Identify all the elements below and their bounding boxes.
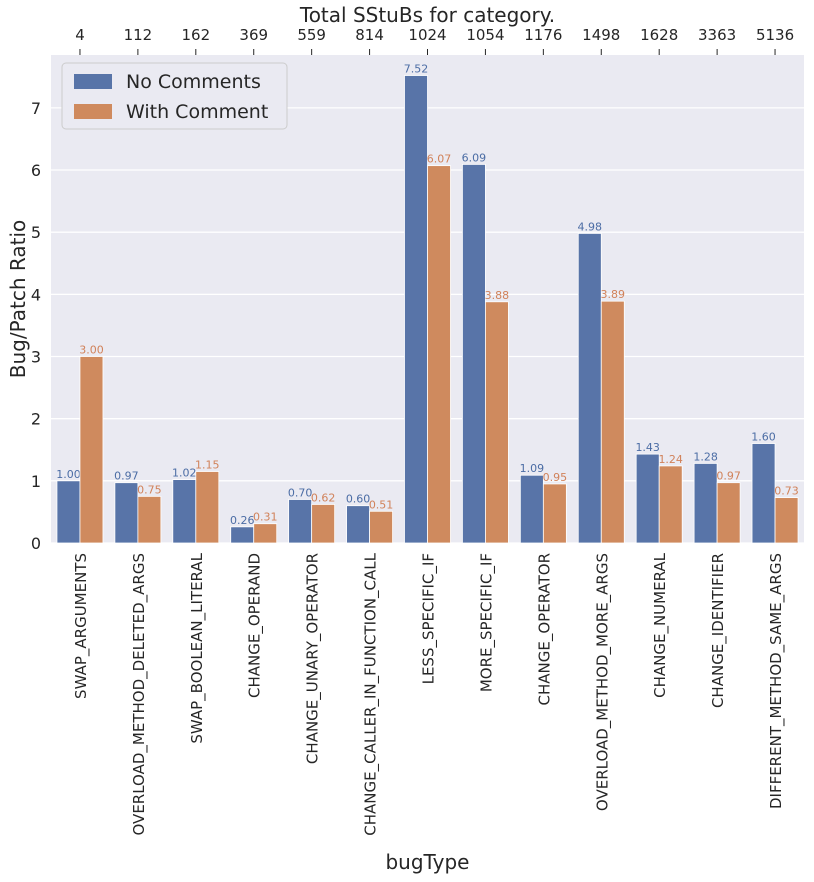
x-tick-label: SWAP_ARGUMENTS bbox=[72, 553, 91, 699]
x-tick-label: CHANGE_OPERAND bbox=[246, 553, 265, 698]
x-tick-label: OVERLOAD_METHOD_DELETED_ARGS bbox=[130, 553, 149, 835]
bar-no-comments bbox=[693, 463, 718, 544]
x-tick-label: MORE_SPECIFIC_IF bbox=[477, 553, 496, 692]
bar-with-comment bbox=[311, 504, 336, 544]
y-tick-label: 5 bbox=[31, 223, 41, 242]
y-tick-label: 3 bbox=[31, 348, 41, 367]
bar-no-comments bbox=[404, 75, 428, 544]
bar-no-comments bbox=[230, 526, 255, 544]
x-tick-label: CHANGE_CALLER_IN_FUNCTION_CALL bbox=[362, 552, 381, 835]
x-tick-label: CHANGE_IDENTIFIER bbox=[709, 553, 728, 708]
top-tick-label: 3363 bbox=[698, 26, 736, 44]
bar-with-comment bbox=[79, 356, 104, 544]
bar-no-comments bbox=[519, 474, 544, 544]
bar-value-label: 0.73 bbox=[774, 485, 799, 498]
bar-value-label: 0.97 bbox=[114, 470, 139, 483]
bar-value-label: 0.97 bbox=[716, 470, 741, 483]
top-tick-label: 162 bbox=[181, 26, 210, 44]
y-tick-label: 7 bbox=[31, 99, 41, 118]
bar-with-comment bbox=[658, 465, 683, 544]
legend-swatch bbox=[74, 74, 112, 89]
top-tick-label: 814 bbox=[355, 26, 384, 44]
x-tick-label: CHANGE_OPERATOR bbox=[535, 553, 554, 705]
y-tick-label: 4 bbox=[31, 285, 41, 304]
x-tick-label: CHANGE_UNARY_OPERATOR bbox=[304, 553, 323, 764]
top-tick-label: 1628 bbox=[640, 26, 678, 44]
bar-with-comment bbox=[485, 301, 509, 544]
legend-swatch bbox=[74, 104, 112, 119]
y-tick-label: 0 bbox=[31, 534, 41, 553]
legend-box bbox=[61, 62, 288, 130]
top-tick-label: 4 bbox=[75, 26, 85, 44]
y-axis-title: Bug/Patch Ratio bbox=[6, 220, 30, 378]
bar-with-comment bbox=[253, 523, 278, 544]
y-tick-label: 6 bbox=[31, 161, 41, 180]
bar-with-comment bbox=[137, 495, 162, 544]
bar-no-comments bbox=[751, 443, 776, 544]
bar-value-label: 1.28 bbox=[693, 450, 718, 463]
top-axis-title: Total SStuBs for category. bbox=[299, 3, 555, 27]
bar-value-label: 0.51 bbox=[369, 498, 394, 511]
legend-label: With Comment bbox=[126, 101, 268, 123]
top-tick-label: 5136 bbox=[756, 26, 794, 44]
top-tick-label: 1054 bbox=[466, 26, 504, 44]
bar-with-comment bbox=[542, 483, 567, 544]
bar-value-label: 1.00 bbox=[56, 468, 81, 481]
bar-with-comment bbox=[195, 471, 220, 544]
x-tick-label: DIFFERENT_METHOD_SAME_ARGS bbox=[767, 553, 786, 809]
top-tick-label: 1024 bbox=[408, 26, 446, 44]
bar-value-label: 1.09 bbox=[520, 462, 545, 475]
bar-value-label: 1.24 bbox=[658, 453, 683, 466]
x-axis-title: bugType bbox=[385, 850, 469, 874]
top-tick-label: 1176 bbox=[524, 26, 562, 44]
bar-with-comment bbox=[369, 510, 393, 544]
top-tick-label: 559 bbox=[297, 26, 326, 44]
bar-no-comments bbox=[172, 479, 197, 544]
bar-no-comments bbox=[346, 505, 370, 544]
bar-value-label: 0.75 bbox=[137, 483, 162, 496]
bar-value-label: 1.15 bbox=[195, 459, 220, 472]
bar-no-comments bbox=[635, 453, 660, 544]
bar-value-label: 0.95 bbox=[543, 471, 568, 484]
bar-value-label: 1.43 bbox=[635, 441, 660, 454]
y-tick-label: 1 bbox=[31, 472, 41, 491]
bar-value-label: 0.31 bbox=[253, 511, 278, 524]
bar-value-label: 1.02 bbox=[172, 467, 197, 480]
legend-label: No Comments bbox=[126, 71, 261, 93]
top-tick-label: 1498 bbox=[582, 26, 620, 44]
x-tick-label: SWAP_BOOLEAN_LITERAL bbox=[188, 552, 207, 743]
bar-no-comments bbox=[56, 480, 81, 544]
bar-no-comments bbox=[288, 499, 313, 544]
bar-value-label: 4.98 bbox=[578, 220, 603, 233]
bar-no-comments bbox=[577, 233, 602, 544]
bar-value-label: 7.52 bbox=[404, 63, 429, 76]
bar-value-label: 0.60 bbox=[346, 493, 371, 506]
bar-with-comment bbox=[774, 497, 799, 544]
bar-with-comment bbox=[716, 482, 741, 544]
x-tick-label: LESS_SPECIFIC_IF bbox=[420, 553, 439, 684]
bar-value-label: 1.60 bbox=[751, 431, 776, 444]
bar-no-comments bbox=[114, 482, 139, 544]
bar-value-label: 0.26 bbox=[230, 514, 255, 527]
bar-value-label: 3.89 bbox=[601, 288, 626, 301]
x-tick-label: CHANGE_NUMERAL bbox=[651, 552, 670, 698]
bar-value-label: 3.00 bbox=[79, 344, 104, 357]
top-tick-label: 112 bbox=[124, 26, 153, 44]
bar-value-label: 0.62 bbox=[311, 491, 336, 504]
x-tick-label: OVERLOAD_METHOD_MORE_ARGS bbox=[593, 553, 612, 811]
bar-value-label: 0.70 bbox=[288, 486, 313, 499]
bar-no-comments bbox=[462, 164, 486, 544]
y-tick-label: 2 bbox=[31, 410, 41, 429]
bar-value-label: 6.09 bbox=[462, 151, 487, 164]
top-tick-label: 369 bbox=[239, 26, 268, 44]
bar-with-comment bbox=[600, 300, 625, 544]
bar-with-comment bbox=[427, 165, 451, 544]
bar-value-label: 3.88 bbox=[485, 289, 510, 302]
bar-value-label: 6.07 bbox=[427, 153, 452, 166]
